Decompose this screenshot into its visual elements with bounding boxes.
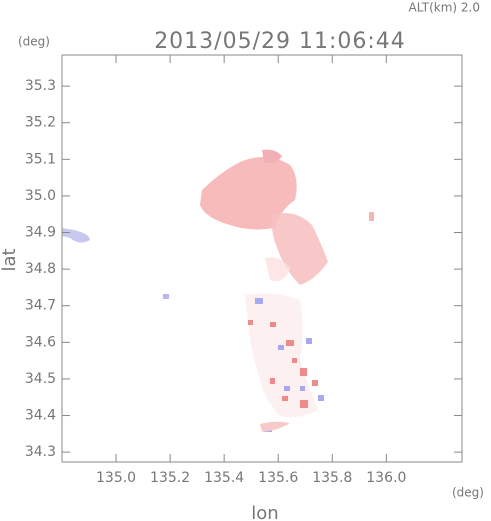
radar-echoes [62, 149, 374, 432]
y-tick-label: 35.1 [25, 151, 56, 167]
subtitle: ALT(km) 2.0 [409, 1, 480, 15]
x-tick-label: 135.0 [96, 470, 136, 486]
y-tick-label: 35.2 [25, 115, 56, 131]
x-unit: (deg) [452, 486, 484, 500]
y-tick-label: 34.6 [25, 334, 56, 350]
y-tick-label: 34.8 [25, 261, 56, 277]
x-tick-label: 135.4 [204, 470, 244, 486]
y-tick-label: 35.0 [25, 188, 56, 204]
chart-title: 2013/05/29 11:06:44 [154, 29, 406, 54]
y-tick-label: 34.9 [25, 225, 56, 241]
y-tick-label: 34.4 [25, 408, 56, 424]
y-tick-label: 34.7 [25, 298, 56, 314]
y-unit: (deg) [18, 35, 50, 49]
y-axis-label: lat [0, 248, 20, 271]
x-tick-label: 136.0 [366, 470, 406, 486]
x-tick-label: 135.2 [150, 470, 190, 486]
x-axis-label: lon [251, 503, 278, 521]
y-tick-label: 35.3 [25, 78, 56, 94]
y-tick-label: 34.3 [25, 444, 56, 460]
x-tick-label: 135.8 [312, 470, 352, 486]
plot-frame [61, 54, 463, 463]
y-tick-label: 34.5 [25, 371, 56, 387]
x-tick-label: 135.6 [258, 470, 298, 486]
